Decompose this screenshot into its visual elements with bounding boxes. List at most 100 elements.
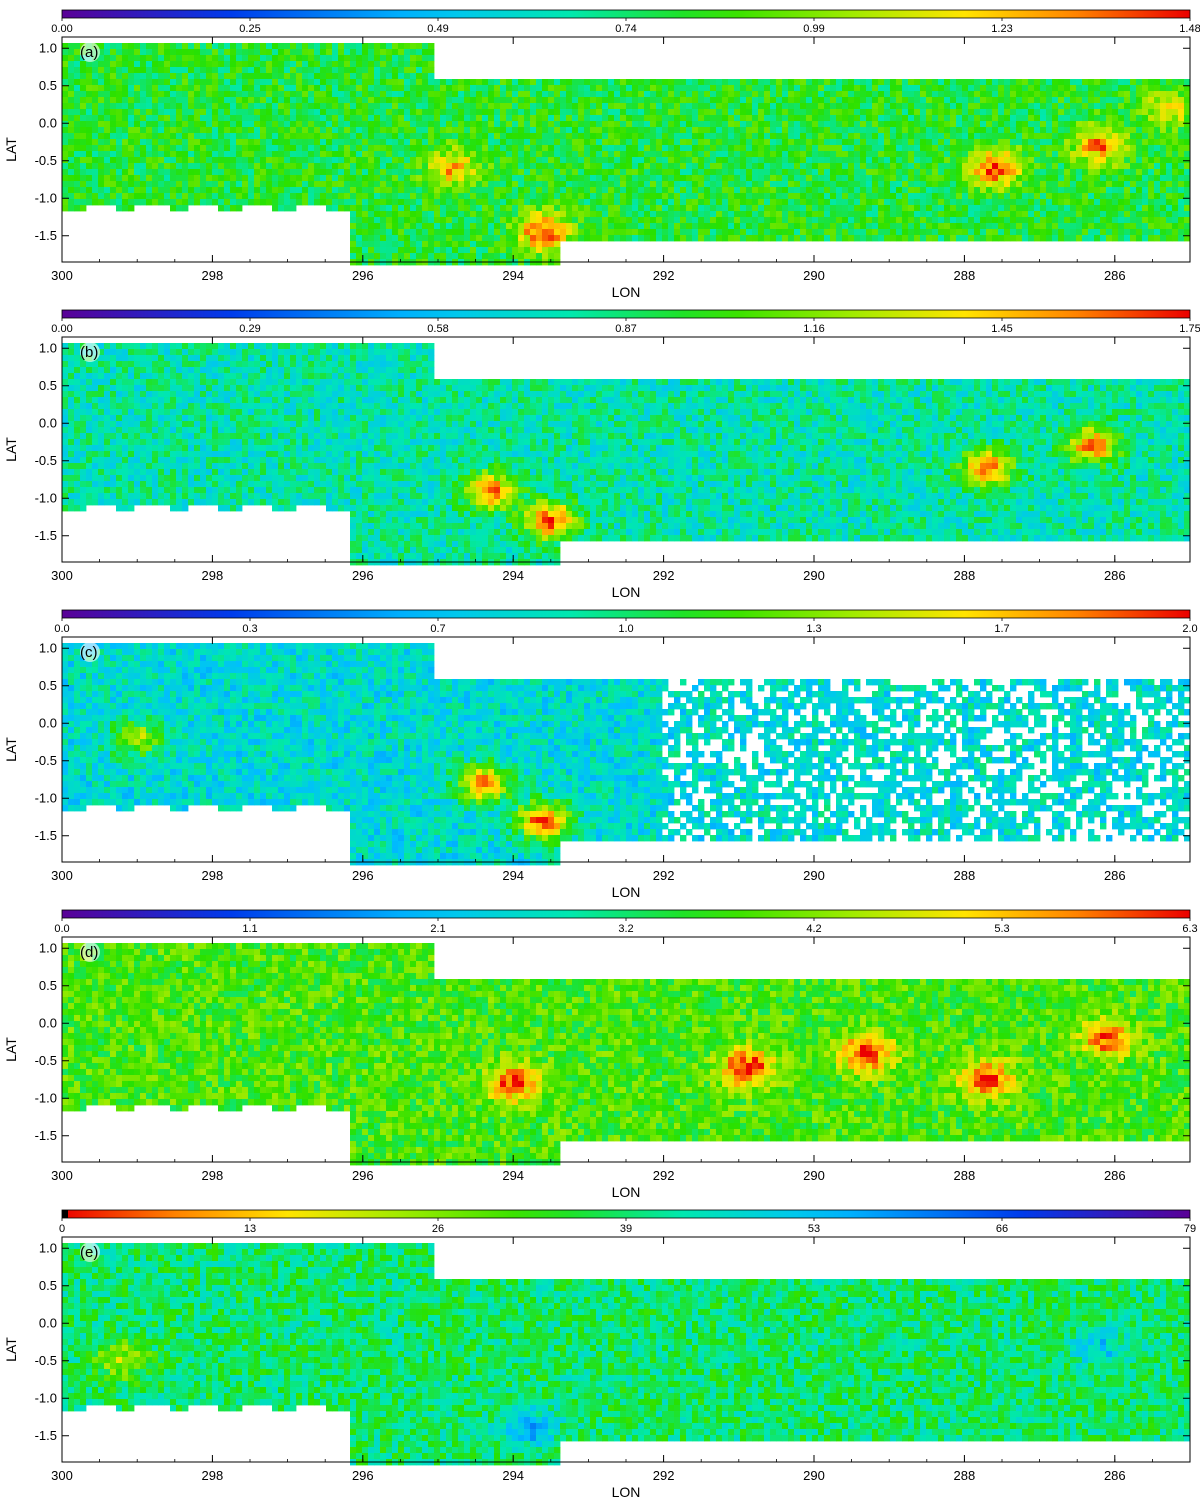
heatmap-cell	[578, 103, 585, 110]
colorbar-tick-label: 1.23	[991, 23, 1012, 35]
heatmap-cell	[434, 121, 441, 128]
heatmap-cell	[944, 187, 951, 194]
heatmap-cell	[884, 199, 891, 206]
heatmap-cell	[740, 139, 747, 146]
heatmap-cell	[614, 91, 621, 98]
heatmap-cell	[926, 91, 933, 98]
heatmap-cell	[320, 151, 327, 158]
heatmap-cell	[602, 205, 609, 212]
heatmap-cell	[866, 79, 873, 86]
heatmap-cell	[734, 193, 741, 200]
heatmap-cell	[968, 145, 975, 152]
heatmap-cell	[944, 199, 951, 206]
heatmap-cell	[1046, 133, 1053, 140]
heatmap-cell	[896, 223, 903, 230]
heatmap-cell	[926, 139, 933, 146]
heatmap-cell	[572, 157, 579, 164]
heatmap-cell	[524, 229, 531, 236]
heatmap-cell	[194, 121, 201, 128]
heatmap-cell	[680, 151, 687, 158]
heatmap-cell	[848, 151, 855, 158]
heatmap-cell	[680, 97, 687, 104]
heatmap-cell	[164, 187, 171, 194]
heatmap-cell	[518, 103, 525, 110]
heatmap-cell	[902, 187, 909, 194]
heatmap-cell	[524, 175, 531, 182]
heatmap-cell	[704, 205, 711, 212]
heatmap-cell	[542, 109, 549, 116]
heatmap-cell	[878, 103, 885, 110]
heatmap-cell	[158, 145, 165, 152]
heatmap-cell	[1058, 157, 1065, 164]
heatmap-cell	[146, 55, 153, 62]
heatmap-cell	[458, 103, 465, 110]
heatmap-cell	[500, 151, 507, 158]
heatmap-cell	[590, 91, 597, 98]
heatmap-cell	[368, 199, 375, 206]
heatmap-cell	[224, 121, 231, 128]
heatmap-cell	[848, 139, 855, 146]
heatmap-cell	[104, 187, 111, 194]
heatmap-cell	[392, 97, 399, 104]
heatmap-cell	[728, 127, 735, 134]
heatmap-cell	[842, 157, 849, 164]
heatmap-cell	[362, 49, 369, 56]
heatmap-cell	[860, 97, 867, 104]
heatmap-cell	[1046, 139, 1053, 146]
heatmap-cell	[668, 217, 675, 224]
heatmap-cell	[218, 151, 225, 158]
heatmap-cell	[1106, 85, 1113, 92]
heatmap-cell	[1052, 79, 1059, 86]
heatmap-cell	[656, 223, 663, 230]
heatmap-cell	[452, 157, 459, 164]
heatmap-cell	[650, 145, 657, 152]
heatmap-cell	[362, 127, 369, 134]
heatmap-cell	[188, 49, 195, 56]
heatmap-cell	[1100, 85, 1107, 92]
heatmap-cell	[278, 43, 285, 50]
heatmap-cell	[986, 91, 993, 98]
heatmap-cell	[362, 181, 369, 188]
heatmap-cell	[806, 193, 813, 200]
heatmap-cell	[860, 133, 867, 140]
heatmap-cell	[1082, 217, 1089, 224]
heatmap-cell	[86, 79, 93, 86]
heatmap-cell	[530, 169, 537, 176]
heatmap-cell	[290, 139, 297, 146]
heatmap-cell	[404, 175, 411, 182]
heatmap-cell	[854, 205, 861, 212]
heatmap-cell	[422, 253, 429, 260]
heatmap-cell	[140, 103, 147, 110]
heatmap-cell	[932, 121, 939, 128]
heatmap-cell	[1034, 157, 1041, 164]
heatmap-cell	[98, 67, 105, 74]
heatmap-cell	[398, 145, 405, 152]
heatmap-cell	[1082, 109, 1089, 116]
heatmap-cell	[1070, 109, 1077, 116]
heatmap-cell	[296, 133, 303, 140]
heatmap-cell	[602, 157, 609, 164]
heatmap-cell	[548, 253, 555, 260]
heatmap-cell	[1034, 103, 1041, 110]
heatmap-cell	[296, 145, 303, 152]
heatmap-cell	[740, 151, 747, 158]
heatmap-cell	[266, 175, 273, 182]
heatmap-cell	[662, 127, 669, 134]
heatmap-cell	[170, 193, 177, 200]
heatmap-cell	[356, 253, 363, 260]
heatmap-cell	[872, 193, 879, 200]
heatmap-cell	[1088, 121, 1095, 128]
heatmap-cell	[770, 139, 777, 146]
heatmap-cell	[338, 139, 345, 146]
heatmap-cell	[356, 91, 363, 98]
heatmap-cell	[350, 145, 357, 152]
heatmap-cell	[782, 157, 789, 164]
heatmap-cell	[188, 145, 195, 152]
heatmap-cell	[1028, 91, 1035, 98]
heatmap-cell	[1058, 127, 1065, 134]
heatmap-cell	[764, 103, 771, 110]
heatmap-cell	[542, 223, 549, 230]
heatmap-cell	[398, 127, 405, 134]
heatmap-cell	[602, 175, 609, 182]
heatmap-cell	[86, 91, 93, 98]
